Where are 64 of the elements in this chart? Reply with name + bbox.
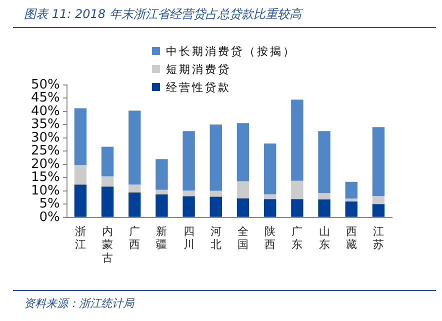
bar [156, 190, 168, 194]
bar [264, 194, 276, 200]
x-tick-label: 新疆 [156, 224, 168, 252]
bar [101, 186, 114, 217]
x-tick-label: 全国 [237, 224, 248, 252]
y-tick-label: 50% [30, 77, 60, 92]
y-tick-label: 25% [30, 144, 60, 159]
bar [101, 176, 114, 187]
bar [372, 204, 385, 217]
bar [345, 202, 358, 217]
bar [182, 131, 195, 191]
x-tick-label: 四川 [183, 224, 194, 252]
x-tick-label: 江苏 [372, 224, 384, 252]
bar [372, 196, 385, 204]
bar [210, 196, 222, 217]
bar [156, 194, 168, 217]
x-tick-label: 西藏 [346, 224, 357, 252]
legend-label: 中长期消费贷（按揭） [166, 44, 296, 58]
bar [210, 190, 222, 197]
y-tick-label: 30% [30, 130, 60, 146]
chart-title: 图表 11: 2018 年末浙江省经营贷占总贷款比重较高 [24, 6, 302, 23]
bar [182, 196, 195, 217]
y-tick-label: 40% [30, 104, 60, 119]
bar [372, 127, 385, 196]
bar [128, 110, 141, 185]
y-tick-label: 20% [30, 156, 60, 172]
x-tick-label: 山东 [318, 224, 330, 252]
bar [345, 182, 358, 199]
bar [291, 100, 304, 181]
bar [291, 199, 304, 217]
bar [101, 146, 114, 176]
x-tick-label: 浙江 [74, 224, 86, 252]
bar [264, 144, 276, 194]
bar [128, 192, 141, 217]
y-tick-label: 10% [30, 183, 60, 198]
y-tick-label: 0% [39, 210, 60, 225]
bar [156, 159, 168, 190]
bar [74, 165, 87, 185]
bar [264, 199, 276, 217]
y-tick-label: 15% [30, 170, 60, 186]
x-tick-label: 广西 [129, 224, 140, 252]
bar [318, 131, 330, 194]
bar [182, 190, 195, 196]
x-tick-label: 内蒙古 [102, 224, 114, 264]
bar [345, 198, 358, 202]
bar [236, 198, 250, 217]
y-tick-label: 5% [39, 196, 60, 212]
legend-label: 经营性贷款 [166, 80, 231, 94]
bar [318, 199, 330, 217]
bar [291, 180, 304, 200]
bar [74, 184, 87, 217]
x-tick-label: 陕西 [264, 224, 276, 252]
bar [210, 124, 222, 191]
bar [318, 193, 330, 200]
y-tick-label: 35% [30, 117, 60, 132]
bar [74, 108, 87, 166]
text: 资料来源：浙江统计局 [24, 296, 134, 311]
y-tick-label: 45% [30, 90, 60, 106]
x-tick-label: 河北 [210, 224, 222, 252]
bar [236, 123, 250, 182]
x-tick-label: 广东 [292, 224, 303, 252]
bar [128, 184, 141, 193]
bar [236, 181, 250, 198]
legend-label: 短期消费贷 [166, 62, 231, 76]
